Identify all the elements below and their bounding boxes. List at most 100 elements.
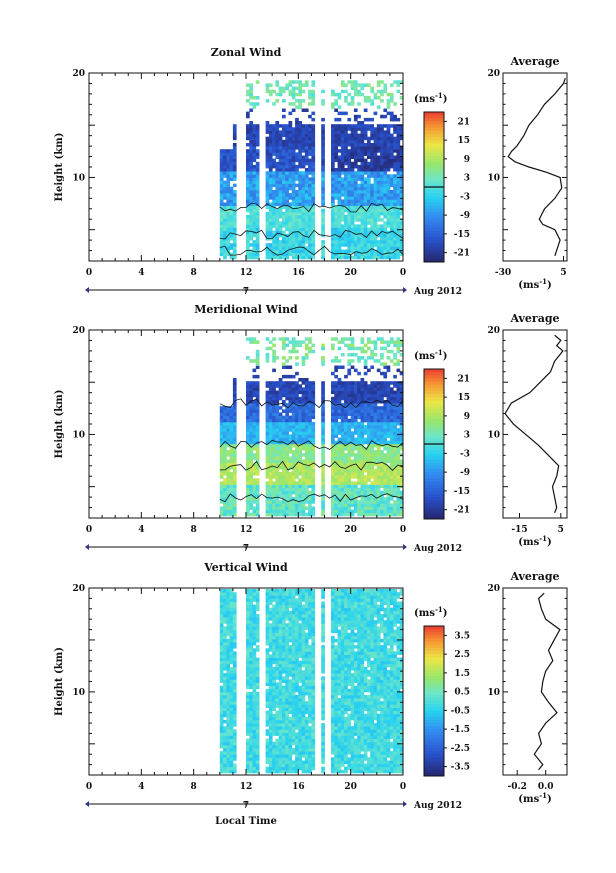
heatmap-cell <box>252 218 257 222</box>
heatmap-cell <box>252 208 257 213</box>
heatmap-cell <box>229 490 234 495</box>
heatmap-cell <box>278 130 283 134</box>
heatmap-cell <box>396 205 401 210</box>
heatmap-cell <box>344 437 348 442</box>
heatmap-cell <box>229 190 234 194</box>
heatmap-cell <box>383 500 388 504</box>
colorbar-tick-label: -9 <box>460 468 470 478</box>
heatmap-cell <box>268 440 273 445</box>
heatmap-cell <box>265 227 270 232</box>
heatmap-cell <box>278 186 283 191</box>
heatmap-cell <box>353 205 358 210</box>
heatmap-cell <box>229 607 234 612</box>
profile-y-tick-label: 20 <box>487 69 500 79</box>
heatmap-cell <box>278 434 283 438</box>
heatmap-cell <box>347 221 352 225</box>
heatmap-cell <box>386 425 391 429</box>
heatmap-cell <box>268 490 273 495</box>
heatmap-cell <box>278 387 283 391</box>
heatmap-cell <box>291 406 296 410</box>
heatmap-cell <box>373 406 378 410</box>
heatmap-cell <box>298 340 302 344</box>
heatmap-cell <box>255 208 260 213</box>
heatmap-cell <box>282 237 286 241</box>
heatmap-cell <box>383 487 388 492</box>
heatmap-cell <box>308 190 312 194</box>
heatmap-cell <box>291 196 296 200</box>
heatmap-cell <box>389 237 394 241</box>
heatmap-cell <box>272 255 276 260</box>
heatmap-cell <box>337 443 342 448</box>
heatmap-cell <box>389 349 394 354</box>
heatmap-cell <box>350 208 355 213</box>
heatmap-cell <box>278 487 283 492</box>
heatmap-cell <box>219 629 224 634</box>
heatmap-cell <box>288 243 293 247</box>
heatmap-cell <box>363 387 368 391</box>
heatmap-cell <box>219 626 224 630</box>
heatmap-cell <box>268 381 273 385</box>
heatmap-cell <box>383 453 388 457</box>
heatmap-cell <box>298 136 302 141</box>
heatmap-cell <box>363 381 368 385</box>
heatmap-cell <box>373 208 378 213</box>
heatmap-cell <box>363 136 368 141</box>
heatmap-cell <box>275 509 280 514</box>
heatmap-cell <box>219 707 224 711</box>
heatmap-cell <box>396 443 401 448</box>
heatmap-cell <box>223 654 227 658</box>
heatmap-cell <box>389 465 394 470</box>
heatmap-cell <box>249 83 253 87</box>
heatmap-cell <box>295 443 299 448</box>
heatmap-cell <box>363 512 368 517</box>
heatmap-cell <box>363 99 368 103</box>
heatmap-cell <box>360 121 365 125</box>
heatmap-cell <box>288 500 293 504</box>
heatmap-cell <box>367 396 371 401</box>
heatmap-cell <box>219 663 224 668</box>
heatmap-cell <box>223 252 227 257</box>
heatmap-cell <box>357 237 361 241</box>
heatmap-cell <box>272 164 276 169</box>
heatmap-cell <box>386 139 391 144</box>
heatmap-cell <box>334 102 338 106</box>
heatmap-cell <box>347 418 352 423</box>
heatmap-cell <box>223 443 227 448</box>
heatmap-cell <box>344 171 348 175</box>
heatmap-cell <box>337 218 342 222</box>
heatmap-cell <box>389 418 394 423</box>
heatmap-cell <box>278 431 283 435</box>
heatmap-cell <box>380 227 384 232</box>
heatmap-cell <box>360 349 365 354</box>
heatmap-cell <box>321 425 325 429</box>
heatmap-cell <box>255 412 260 416</box>
heatmap-cell <box>308 186 312 191</box>
heatmap-cell <box>373 390 378 395</box>
heatmap-cell <box>344 478 348 482</box>
heatmap-cell <box>298 487 302 492</box>
heatmap-cell <box>249 447 253 451</box>
heatmap-cell <box>291 490 296 495</box>
heatmap-cell <box>386 431 391 435</box>
heatmap-cell <box>308 127 312 131</box>
heatmap-cell <box>308 152 312 156</box>
colorbar-tick-label: 21 <box>457 117 470 127</box>
heatmap-cell <box>396 434 401 438</box>
heatmap-cell <box>380 494 384 498</box>
heatmap-cell <box>223 211 227 216</box>
heatmap-cell <box>298 218 302 222</box>
heatmap-cell <box>304 193 309 197</box>
heatmap-cell <box>347 353 352 357</box>
heatmap-cell <box>373 440 378 445</box>
heatmap-cell <box>288 152 293 156</box>
heatmap-cell <box>304 506 309 510</box>
heatmap-cell <box>347 509 352 514</box>
heatmap-cell <box>347 196 352 200</box>
heatmap-cell <box>232 497 237 501</box>
heatmap-cell <box>249 86 253 91</box>
heatmap-cell <box>304 80 309 84</box>
heatmap-cell <box>386 403 391 407</box>
heatmap-cell <box>331 224 335 228</box>
heatmap-cell <box>373 393 378 398</box>
heatmap-cell <box>252 403 257 407</box>
